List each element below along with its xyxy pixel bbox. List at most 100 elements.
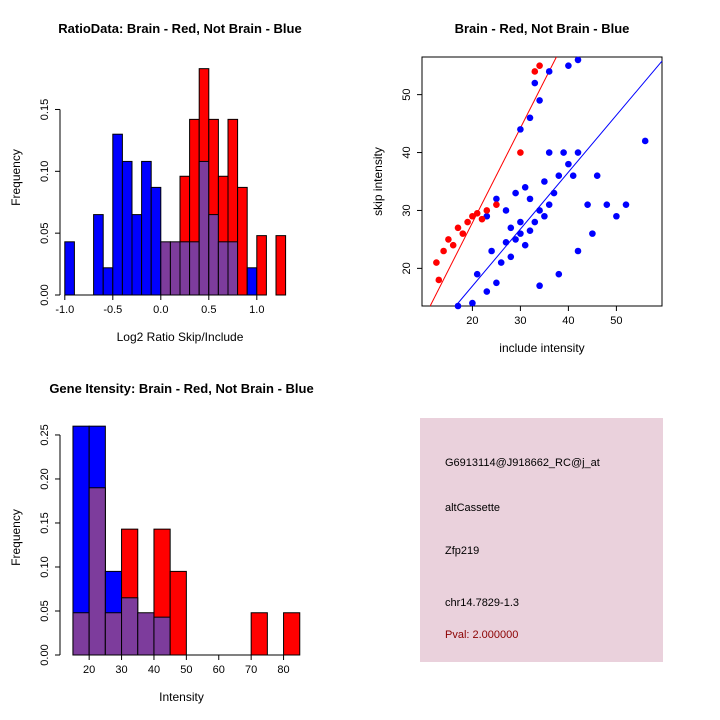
info-line-pval: Pval: 2.000000: [445, 629, 519, 641]
info-line-locus: chr14.7829-1.3: [445, 597, 519, 609]
x-tick-label: 70: [245, 664, 257, 676]
bar-overlap: [189, 241, 200, 296]
intensity-scatter-chart: Brain - Red, Not Brain - Blue 20 30 40 50 20 3…: [371, 21, 663, 355]
data-point: [440, 247, 447, 255]
data-point: [545, 149, 553, 156]
x-tick-label: -1.0: [55, 304, 74, 316]
y-axis-label: Frequency: [9, 509, 23, 566]
y-tick-label: 0.00: [39, 284, 51, 305]
panel-info: G6913114@J918662_RC@j_at altCassette Zfp…: [360, 360, 720, 720]
data-point: [517, 126, 524, 133]
panel-intensity-scatter: Brain - Red, Not Brain - Blue 20 30 40 50 20 3…: [360, 0, 720, 360]
data-point: [502, 239, 510, 246]
data-point: [507, 253, 515, 261]
data-point: [449, 241, 457, 249]
data-point: [531, 79, 539, 87]
panel-ratio-histogram: RatioData: Brain - Red, Not Brain - Blue…: [0, 0, 360, 360]
bar-overlap: [153, 616, 171, 656]
x-tick-label: 40: [148, 664, 160, 676]
axes: -1.0 -0.5 0.0 0.5 1.0 0.00 0.05 0.10 0.15: [39, 99, 264, 316]
data-point: [545, 68, 553, 75]
data-point: [589, 230, 596, 237]
y-tick-label: 0.20: [39, 468, 51, 489]
bar-overlap: [160, 241, 171, 296]
info-box: G6913114@J918662_RC@j_at altCassette Zfp…: [420, 418, 663, 662]
x-tick-label: 40: [562, 315, 574, 327]
x-tick-label: 80: [277, 664, 289, 676]
data-point: [574, 247, 582, 255]
x-axis-label: Log2 Ratio Skip/Include: [117, 330, 244, 344]
data-point: [641, 137, 649, 145]
data-point: [536, 282, 543, 290]
data-point: [574, 56, 582, 64]
data-point: [550, 189, 558, 197]
points-red: [433, 62, 543, 284]
data-point: [493, 195, 500, 203]
data-point: [536, 97, 543, 104]
bar-red: [250, 612, 268, 656]
x-tick-label: 30: [514, 315, 526, 327]
data-point: [469, 299, 476, 307]
data-point: [473, 210, 481, 217]
x-axis-label: include intensity: [499, 341, 584, 355]
y-tick-label: 0.05: [39, 600, 51, 621]
panel-gene-intensity-histogram: Gene Itensity: Brain - Red, Not Brain - …: [0, 360, 360, 720]
x-tick-label: -0.5: [103, 304, 122, 316]
y-tick-label: 0.10: [39, 556, 51, 577]
chart-title: RatioData: Brain - Red, Not Brain - Blue: [58, 21, 301, 36]
data-point: [531, 68, 539, 75]
data-point: [493, 279, 500, 287]
data-point: [536, 207, 543, 214]
data-point: [445, 236, 452, 243]
ratio-histogram-chart: RatioData: Brain - Red, Not Brain - Blue…: [9, 21, 302, 344]
data-point: [531, 218, 539, 226]
data-point: [555, 172, 563, 180]
data-point: [622, 201, 630, 208]
data-point: [584, 201, 591, 208]
x-tick-label: 1.0: [249, 304, 264, 316]
bar-overlap: [72, 612, 90, 656]
x-axis-label: Intensity: [159, 690, 204, 704]
data-point: [517, 218, 524, 226]
chart-title: Gene Itensity: Brain - Red, Not Brain - …: [49, 381, 313, 396]
bar-blue: [64, 241, 75, 296]
bar-blue: [93, 214, 104, 296]
data-point: [488, 247, 495, 255]
y-axis-label: skip intensity: [371, 147, 385, 216]
info-line-gene: Zfp219: [445, 545, 480, 557]
bar-blue: [112, 133, 123, 296]
x-tick-label: 20: [466, 315, 478, 327]
bar-overlap: [121, 597, 139, 656]
data-point: [454, 224, 462, 232]
data-point: [517, 149, 524, 156]
y-tick-label: 0.00: [39, 644, 51, 665]
y-tick-label: 0.05: [39, 222, 51, 243]
data-point: [493, 201, 500, 208]
bar-overlap: [227, 241, 239, 296]
data-point: [569, 172, 577, 180]
bar-red: [283, 612, 301, 656]
data-point: [545, 201, 553, 208]
bar-blue: [150, 186, 162, 296]
y-tick-label: 20: [401, 262, 413, 274]
data-point: [512, 189, 519, 197]
data-point: [541, 178, 548, 185]
data-point: [526, 195, 534, 203]
data-point: [497, 259, 505, 266]
bar-red: [237, 186, 248, 296]
bar-overlap: [137, 612, 155, 656]
data-point: [435, 276, 443, 284]
bar-blue: [102, 267, 114, 296]
y-tick-label: 30: [401, 204, 413, 216]
bar-blue: [141, 160, 152, 296]
data-point: [483, 207, 491, 214]
bar-overlap: [217, 241, 229, 296]
data-point: [565, 62, 572, 69]
x-tick-label: 30: [115, 664, 127, 676]
data-point: [483, 288, 491, 295]
bar-overlap: [169, 241, 181, 296]
bar-red: [256, 235, 267, 296]
plot-box: [421, 56, 663, 307]
y-tick-label: 0.15: [39, 512, 51, 533]
data-point: [478, 215, 486, 223]
